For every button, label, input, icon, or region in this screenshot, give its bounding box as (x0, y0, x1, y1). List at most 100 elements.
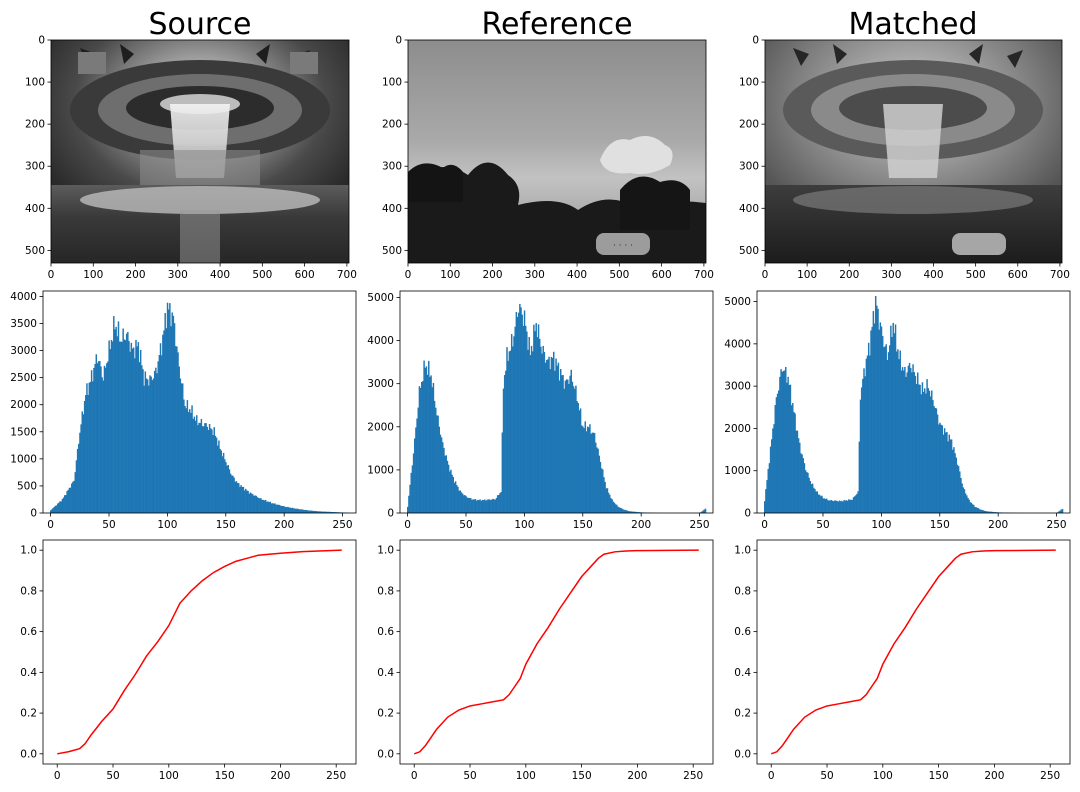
histogram-bar (569, 375, 571, 513)
y-tick-label: 2500 (10, 372, 37, 384)
histogram-bar (523, 310, 526, 513)
histogram-bar (93, 367, 95, 513)
histogram-bar (486, 499, 488, 513)
histogram-bar (941, 425, 943, 513)
histogram-bar (135, 339, 137, 513)
histogram-bar (268, 502, 270, 513)
y-tick-label: 0.6 (20, 626, 37, 638)
histogram-bar (115, 326, 117, 513)
histogram-bar (529, 355, 532, 513)
y-tick-label: 1.0 (377, 545, 394, 557)
histogram-bar (789, 384, 792, 513)
x-tick-label: 150 (216, 519, 236, 531)
histogram-bar (904, 366, 906, 513)
histogram-bar (618, 507, 620, 513)
axes-frame (407, 39, 707, 264)
reference-cdf-axes: 0 50 100 150 200 250 0.0 0.2 0.4 0.6 0.8 1.0 (377, 539, 714, 782)
histogram-bar (172, 315, 175, 513)
histogram-bar (204, 423, 206, 513)
histogram-bar (81, 411, 84, 513)
histogram-bar (322, 511, 324, 513)
matched-histogram-axes: 0 50 100 150 200 250 0 1000 2000 3000 4000 5000 (724, 290, 1071, 531)
histogram-bar (631, 511, 633, 513)
x-tick-label: 0 (405, 269, 412, 281)
histogram-bar (418, 386, 421, 513)
histogram-bar (556, 365, 558, 513)
x-tick-label: 200 (631, 519, 651, 531)
histogram-bar (456, 485, 458, 513)
y-tick-label: 5000 (367, 292, 394, 304)
histogram-bar (807, 472, 809, 513)
histogram-bar (806, 472, 808, 513)
histogram-bar (185, 408, 187, 513)
histogram-bar (534, 331, 536, 513)
histogram-bar (610, 498, 612, 513)
histogram-bar (637, 512, 639, 513)
histogram-bar (821, 495, 823, 513)
histogram-bar (971, 504, 974, 513)
histogram-bar (228, 469, 231, 513)
histogram-bar (900, 370, 903, 513)
histogram-bar (225, 462, 227, 513)
histogram-bar (931, 390, 933, 513)
x-tick-label: 200 (274, 519, 294, 531)
histogram-bar (57, 503, 59, 513)
y-tick-label: 3000 (367, 378, 394, 390)
x-tick-label: 400 (210, 269, 230, 281)
histogram-bar (62, 497, 65, 513)
histogram-bar (501, 432, 504, 513)
histogram-bar (881, 336, 884, 513)
histogram-bar (181, 383, 184, 513)
histogram-bar (150, 376, 152, 513)
histogram-bar (296, 508, 298, 513)
histogram-bar (876, 305, 878, 513)
x-tick-label: 150 (215, 770, 235, 782)
histogram-bar (779, 376, 781, 513)
y-tick-label: 100 (382, 77, 402, 89)
histogram-bar (849, 499, 851, 513)
histogram-bar (836, 500, 838, 513)
histogram-bar (939, 422, 941, 513)
histogram-bar (407, 506, 409, 513)
histogram-bar (186, 400, 189, 513)
x-tick-label: 100 (83, 269, 103, 281)
title-matched: Matched (848, 7, 977, 42)
histogram-bar (927, 388, 929, 513)
histogram-bar (51, 509, 53, 513)
histogram-bar (60, 501, 62, 513)
y-tick-label: 0.4 (377, 667, 394, 679)
histogram-bar (934, 408, 936, 513)
histogram-bar (282, 505, 284, 513)
histogram-bar (426, 374, 429, 513)
histogram-bar (496, 495, 499, 513)
histogram-bar (533, 324, 535, 513)
histogram-bar (570, 369, 572, 513)
histogram-bar (188, 409, 191, 513)
histogram-bar (604, 481, 606, 513)
histogram-bar (315, 511, 317, 513)
x-tick-label: 0 (762, 269, 769, 281)
histogram-bar (817, 494, 820, 513)
x-tick-label: 200 (483, 269, 503, 281)
histogram-bar (890, 325, 892, 513)
histogram-bar (913, 372, 915, 513)
y-tick-label: 1.0 (734, 545, 751, 557)
source-histogram-axes: 0 50 100 150 200 2500500100015002000250030003… (10, 290, 357, 531)
histogram-bar (285, 507, 288, 513)
histogram-bar (571, 381, 574, 513)
histogram-bar (962, 487, 965, 513)
histogram-bar (143, 385, 145, 513)
histogram-bar (899, 350, 901, 513)
histogram-bar (772, 428, 774, 513)
y-tick-label: 0 (395, 35, 402, 47)
histogram-bar (117, 321, 120, 513)
histogram-bar (782, 370, 785, 513)
histogram-bar (968, 499, 970, 513)
y-tick-label: 0.4 (734, 667, 751, 679)
cdf-line (413, 549, 699, 755)
histogram-bar (301, 509, 303, 513)
histogram-bar (858, 441, 861, 513)
histogram-bar (155, 367, 157, 513)
y-tick-label: 3500 (10, 318, 37, 330)
histogram-bar (138, 362, 141, 513)
